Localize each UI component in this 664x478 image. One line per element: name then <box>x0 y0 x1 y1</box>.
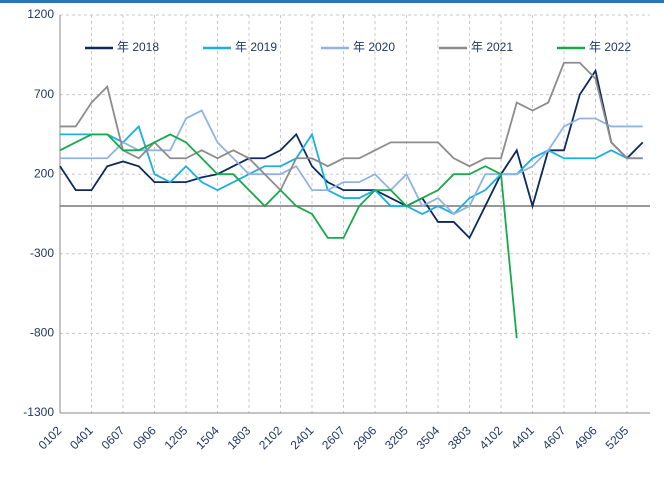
y-tick-label: -300 <box>30 246 54 260</box>
x-tick-label: 0102 <box>36 423 65 452</box>
y-tick-label: 700 <box>34 87 54 101</box>
x-tick-label: 4607 <box>540 423 569 452</box>
x-tick-label: 1803 <box>225 423 254 452</box>
x-tick-label: 4906 <box>571 423 600 452</box>
x-tick-label: 0906 <box>130 423 159 452</box>
legend-label: 年 2018 <box>117 40 159 54</box>
top-border <box>0 0 664 3</box>
x-tick-label: 1504 <box>193 423 222 452</box>
x-tick-label: 2102 <box>256 423 285 452</box>
legend-label: 年 2020 <box>353 40 395 54</box>
series-line <box>60 109 643 216</box>
series-line <box>59 68 644 240</box>
legend-label: 年 2022 <box>589 40 631 54</box>
x-tick-label: 4102 <box>477 423 506 452</box>
x-tick-label: 0401 <box>67 423 96 452</box>
y-tick-label: -800 <box>30 326 54 340</box>
x-tick-label: 3504 <box>414 423 443 452</box>
x-tick-label: 3803 <box>445 423 474 452</box>
legend-label: 年 2019 <box>235 40 277 54</box>
x-tick-label: 2906 <box>351 423 380 452</box>
x-tick-label: 0607 <box>99 423 128 452</box>
x-tick-label: 2607 <box>319 423 348 452</box>
y-tick-label: 200 <box>34 166 54 180</box>
y-tick-label: -1300 <box>23 405 54 419</box>
series-line <box>60 124 643 216</box>
x-tick-label: 1205 <box>162 423 191 452</box>
x-tick-label: 3205 <box>382 423 411 452</box>
x-tick-label: 4401 <box>508 423 537 452</box>
x-tick-label: 5205 <box>603 423 632 452</box>
x-tick-label: 2401 <box>288 423 317 452</box>
series-line <box>59 133 518 339</box>
legend-label: 年 2021 <box>471 40 513 54</box>
y-tick-label: 1200 <box>27 7 54 21</box>
series-line <box>60 61 643 192</box>
